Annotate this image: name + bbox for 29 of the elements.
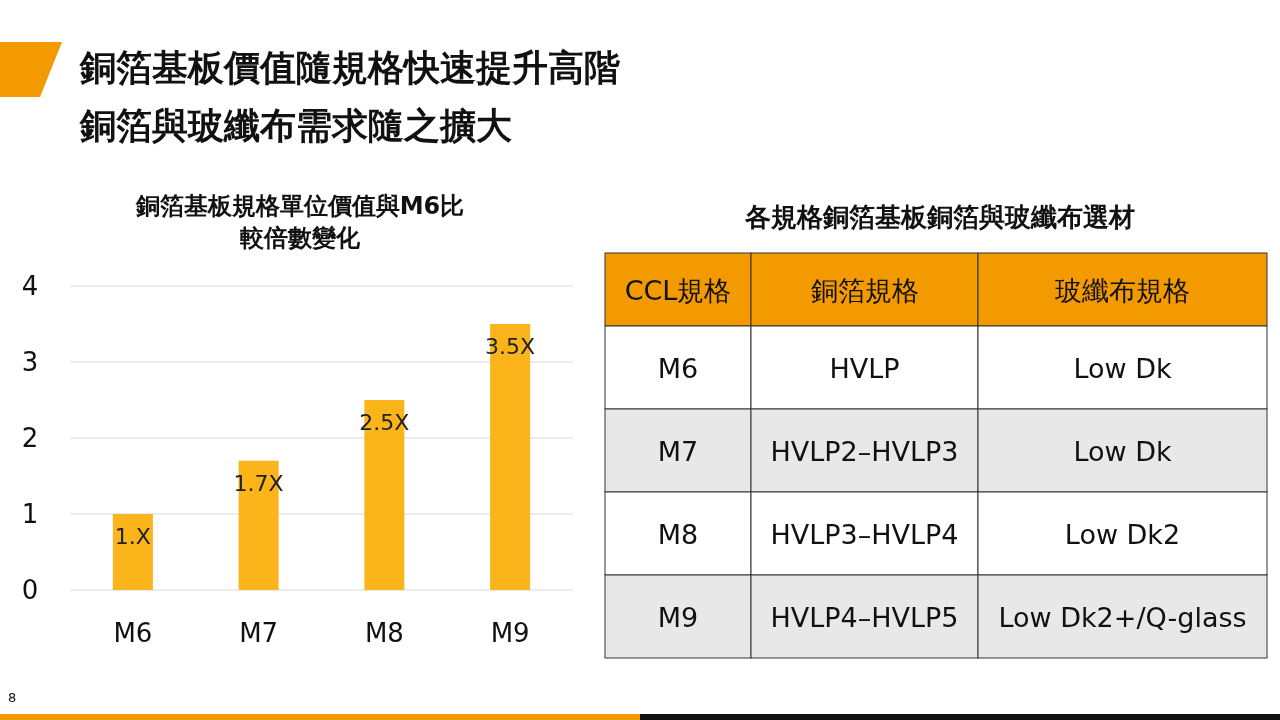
chart-title: 銅箔基板價值隨規格快速提升高階銅箔與玻纖布需求隨之擴大 — [79, 47, 621, 146]
bar — [112, 514, 153, 590]
x-tick-label: M9 — [490, 618, 530, 648]
category-label: M6 — [657, 352, 699, 384]
text: HVLP4–HVLP5 — [770, 601, 959, 633]
text: Low Dk — [1073, 352, 1172, 384]
text: Low Dk — [1073, 435, 1172, 467]
x-tick-label: M6 — [113, 618, 153, 648]
y-tick-label: 4 — [21, 271, 39, 301]
y-tick-label: 3 — [21, 347, 39, 377]
text: HVLP3–HVLP4 — [770, 518, 959, 550]
data-label: 1.X — [114, 524, 151, 549]
category-label: M8 — [657, 518, 699, 550]
y-tick-label: 1 — [21, 499, 39, 529]
chart-subtitle: 銅箔基板規格單位價值與M6比較倍數變化 — [134, 192, 465, 252]
text: Low Dk2+/Q-glass — [998, 601, 1247, 633]
x-tick-label: M8 — [364, 618, 404, 648]
y-tick-label: 0 — [21, 575, 39, 605]
category-label: 銅箔規格 — [810, 274, 919, 306]
text: HVLP2–HVLP3 — [770, 435, 959, 467]
text: Low Dk2 — [1064, 518, 1181, 550]
y-tick-label: 2 — [21, 423, 39, 453]
text: 各規格銅箔基板銅箔與玻纖布選材 — [744, 202, 1135, 232]
text: HVLP — [829, 352, 900, 384]
category-label: 玻纖布規格 — [1055, 274, 1190, 306]
x-tick-label: M7 — [239, 618, 279, 648]
category-label: CCL規格 — [624, 274, 732, 306]
text: 8 — [8, 690, 17, 705]
category-label: M7 — [657, 435, 699, 467]
